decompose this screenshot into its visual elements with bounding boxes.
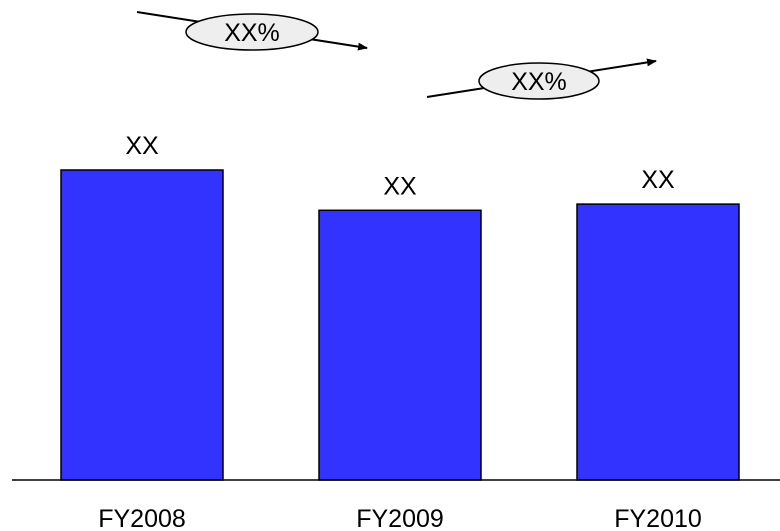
bar-fy2010	[576, 203, 740, 481]
growth-bubble-1	[185, 13, 319, 51]
bar-fy2008	[60, 169, 224, 481]
data-label-fy2009: XX	[383, 172, 417, 200]
category-label-fy2009: FY2009	[356, 505, 444, 531]
growth-annotation-1: XX%	[136, 11, 368, 51]
category-label-fy2008: FY2008	[98, 505, 186, 531]
category-label-fy2010: FY2010	[614, 505, 702, 531]
data-label-fy2008: XX	[125, 132, 159, 160]
bar-fy2009	[318, 209, 482, 481]
growth-bubble-2	[478, 62, 600, 100]
growth-annotation-2: XX%	[426, 58, 657, 100]
growth-label-2: XX%	[511, 68, 567, 96]
bars-layer: XX FY2008 XX FY2009 XX FY2010	[60, 132, 740, 531]
growth-label-1: XX%	[224, 19, 280, 47]
data-label-fy2010: XX	[641, 166, 675, 194]
growth-annotations: XX% XX%	[136, 11, 657, 100]
